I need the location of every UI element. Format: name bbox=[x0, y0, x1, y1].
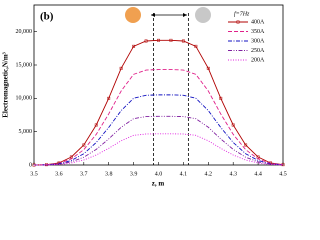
marker bbox=[231, 123, 235, 127]
legend-marker bbox=[236, 20, 240, 24]
plot-frame bbox=[33, 4, 284, 166]
series-line bbox=[33, 69, 284, 166]
y-tick-label: 10,000 bbox=[16, 96, 33, 102]
x-tick-label: 3.6 bbox=[55, 171, 63, 177]
marker bbox=[144, 39, 148, 43]
marker bbox=[132, 44, 136, 48]
series-line bbox=[33, 115, 284, 166]
object-circle bbox=[125, 7, 141, 23]
x-tick-label: 3.7 bbox=[80, 171, 88, 177]
object-circle bbox=[195, 7, 211, 23]
x-tick-label: 3.5 bbox=[30, 171, 38, 177]
x-axis-label: z, m bbox=[152, 180, 165, 188]
x-tick-label: 4.2 bbox=[205, 171, 213, 177]
legend-label: 250A bbox=[251, 48, 265, 54]
x-tick-label: 4.3 bbox=[229, 171, 237, 177]
y-tick-label: 20,000 bbox=[16, 29, 33, 35]
y-tick-label: 15,000 bbox=[16, 62, 33, 68]
arrow-head bbox=[151, 13, 187, 17]
marker bbox=[119, 66, 123, 70]
x-tick-label: 4.4 bbox=[254, 171, 262, 177]
y-axis-label: Electromagnetic,N/m³ bbox=[2, 52, 10, 118]
marker bbox=[219, 96, 223, 100]
marker bbox=[181, 39, 185, 43]
marker bbox=[94, 123, 98, 127]
series-line bbox=[33, 133, 284, 166]
page: {"chart_data": {"type": "line", "title":… bbox=[1, 4, 287, 188]
legend-title: f=7Hz bbox=[234, 10, 250, 17]
legend-label: 400A bbox=[251, 19, 265, 25]
x-tick-label: 4.1 bbox=[180, 171, 188, 177]
marker bbox=[206, 66, 210, 70]
marker bbox=[244, 143, 248, 147]
legend-label: 200A bbox=[251, 57, 265, 63]
x-tick-label: 3.8 bbox=[105, 171, 113, 177]
chart: (b) z, m Electromagnetic,N/m³ f=7Hz 0 5,0… bbox=[2, 4, 287, 188]
marker bbox=[107, 96, 111, 100]
series-line bbox=[33, 94, 284, 166]
x-tick-label: 3.9 bbox=[130, 171, 138, 177]
x-tick-label: 4.0 bbox=[155, 171, 163, 177]
marker bbox=[169, 38, 173, 42]
y-tick-label: 0 bbox=[29, 162, 32, 168]
marker bbox=[157, 38, 160, 42]
marker bbox=[82, 143, 86, 147]
legend-label: 300A bbox=[251, 38, 265, 44]
chart-title: (b) bbox=[40, 11, 54, 23]
marker bbox=[69, 155, 73, 159]
legend-label: 350A bbox=[251, 29, 265, 35]
y-tick-label: 5,000 bbox=[19, 129, 33, 135]
series-line bbox=[33, 39, 284, 166]
x-tick-label: 4.5 bbox=[279, 171, 287, 177]
marker bbox=[194, 44, 198, 48]
marker bbox=[256, 155, 260, 159]
